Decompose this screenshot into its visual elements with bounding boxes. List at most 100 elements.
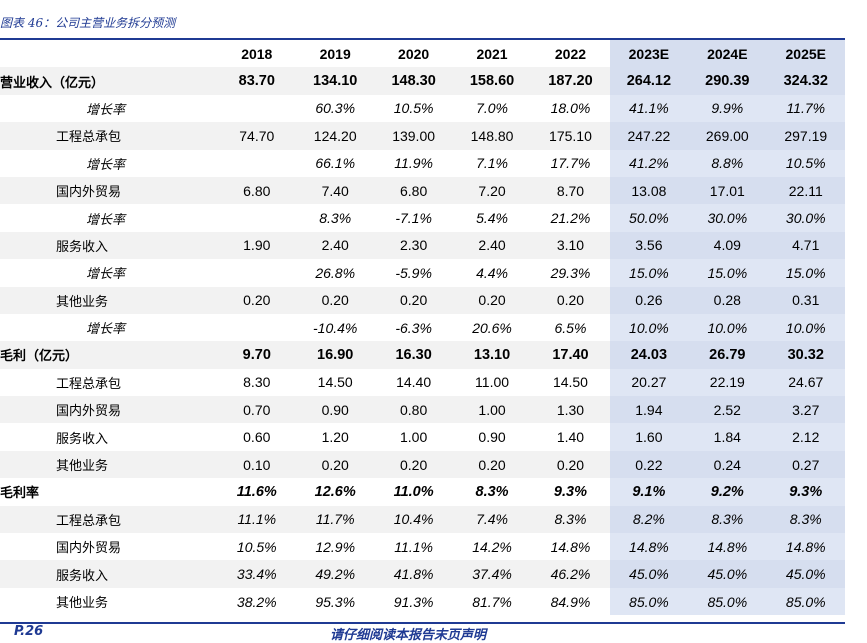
table-row: 增长率 60.3% 10.5% 7.0% 18.0% 41.1% 9.9% 11.7% [0,94,845,123]
table-cell: 175.10 [531,122,610,150]
table-cell: 30.32 [766,341,845,369]
table-cell: 14.50 [317,374,353,391]
table-cell: 7.40 [295,176,375,205]
table-cell: 0.20 [531,450,610,479]
table-cell: 49.2% [295,560,375,588]
table-cell: 297.19 [766,122,845,150]
table-row: 其他业务 0.20 0.20 0.20 0.20 0.20 0.26 0.28 0.31 [0,286,845,314]
table-cell: 38.2% [236,593,277,610]
table-cell: 13.08 [609,176,689,205]
header-row: 2018 2019 2020 2021 2022 2023E 2024E 202… [0,40,845,68]
table-row: 国内外贸易 0.70 0.90 0.80 1.00 1.30 1.94 2.52 3.27 [0,396,845,424]
year-header-estimate: 2025E [766,40,845,68]
table-cell: 0.20 [452,286,532,314]
table-cell: 45.0% [688,560,767,588]
table-cell [218,95,296,122]
row-label: 国内外贸易 [0,176,218,205]
table-cell: 14.40 [396,374,432,391]
table-cell: 0.70 [217,396,296,424]
table-cell: 21.2% [550,210,591,227]
table-cell: 0.20 [295,286,375,314]
table-cell: 85.0% [766,587,845,616]
table-cell: 1.00 [452,396,532,424]
table-row: 增长率 8.3% -7.1% 5.4% 21.2% 50.0% 30.0% 30.0% [0,204,845,232]
table-cell: 29.3% [550,264,591,281]
table-row: 国内外贸易 10.5% 12.9% 11.1% 14.2% 14.8% 14.8% 14.8%… [0,533,845,561]
page-footer: P.26 请仔细阅读本报告末页声明 [0,622,867,643]
row-label: 增长率 [86,322,126,338]
row-label: 其他业务 [56,596,109,611]
table-row: 国内外贸易 6.80 7.40 6.80 7.20 8.70 13.08 17.01 22.11 [0,176,845,205]
table-cell: 0.26 [609,286,689,314]
table-cell: 324.32 [766,67,845,95]
table-cell: -10.4% [313,319,358,336]
table-cell: 83.70 [217,67,296,95]
table-row: 服务收入 1.90 2.40 2.30 2.40 3.10 3.56 4.09 4.71 [0,231,845,260]
year-header: 2021 [476,45,508,62]
table-row: 工程总承包 11.1% 11.7% 10.4% 7.4% 8.3% 8.2% 8.3% 8.3% [0,505,845,534]
row-label: 增长率 [86,157,126,173]
table-cell: 20.6% [472,319,512,336]
footer-disclaimer: 请仔细阅读本报告末页声明 [330,628,487,643]
table-row: 其他业务 0.10 0.20 0.20 0.20 0.20 0.22 0.24 0.27 [0,450,845,479]
table-cell: 1.60 [609,423,689,451]
table-cell: 14.2% [472,538,512,555]
table-cell: 7.1% [476,155,508,172]
table-cell: 10.0% [609,313,689,342]
table-cell: 7.20 [452,176,532,205]
table-cell: 11.9% [394,155,433,172]
table-row: 工程总承包 74.70 124.20 139.00 148.80 175.10 247.22… [0,122,845,150]
table-cell: 10.0% [688,313,767,342]
table-cell: 0.27 [766,450,845,479]
table-cell: 14.8% [766,533,845,561]
row-label: 其他业务 [0,450,218,479]
table-cell: 14.8% [550,538,591,555]
table-cell: 41.2% [609,149,689,177]
table-cell: 0.60 [243,429,271,446]
table-cell: 0.28 [688,286,767,314]
table-cell: 17.40 [531,341,610,369]
table-cell: 11.0% [393,483,434,500]
table-cell: 37.4% [452,560,532,588]
row-label: 营业收入（亿元） [0,67,218,95]
table-caption: 图表 46：公司主营业务拆分预测 [0,16,176,30]
table-cell: 12.9% [315,538,356,555]
table-row: 服务收入 33.4% 49.2% 41.8% 37.4% 46.2% 45.0% 45.0% 4… [0,560,845,588]
table-cell: 11.1% [217,505,296,534]
table-cell: 14.50 [552,374,588,391]
table-cell: 0.20 [295,450,375,479]
table-cell: 0.20 [531,286,610,314]
table-cell: 290.39 [688,67,767,95]
table-cell: 12.6% [314,483,356,500]
table-cell: 10.5% [766,149,845,177]
table-cell: 8.3% [688,505,767,534]
table-cell: 10.0% [766,313,845,342]
table-cell: 6.80 [217,176,296,205]
table-cell: 0.31 [766,286,845,314]
table-cell: 9.70 [217,341,296,369]
year-header: 2019 [319,45,351,62]
table-cell: 1.90 [217,231,296,260]
table-cell: -7.1% [395,210,432,227]
year-header: 2022 [554,45,587,62]
table-cell [218,150,296,177]
table-cell: 17.7% [550,155,591,172]
table-cell: 20.27 [609,368,689,397]
table-cell: 50.0% [609,204,689,232]
table-cell: 9.1% [609,478,689,506]
table-cell: 134.10 [295,67,375,95]
table-cell: 2.52 [688,396,767,424]
table-cell: 0.90 [478,429,506,446]
table-cell: 0.24 [688,450,767,479]
table-cell: 66.1% [315,155,356,172]
table-cell: 41.8% [374,560,453,588]
table-row: 增长率 -10.4% -6.3% 20.6% 6.5% 10.0% 10.0% 10.0% [0,313,845,342]
table-cell: 269.00 [688,122,767,150]
table-cell: 0.20 [374,450,453,479]
table-cell: 8.8% [688,149,767,177]
table-cell: 7.0% [476,100,508,117]
year-header-estimate: 2023E [609,40,689,68]
table-cell: 1.30 [531,396,610,424]
table-cell: 30.0% [688,204,767,232]
table-cell: 148.30 [374,67,453,95]
